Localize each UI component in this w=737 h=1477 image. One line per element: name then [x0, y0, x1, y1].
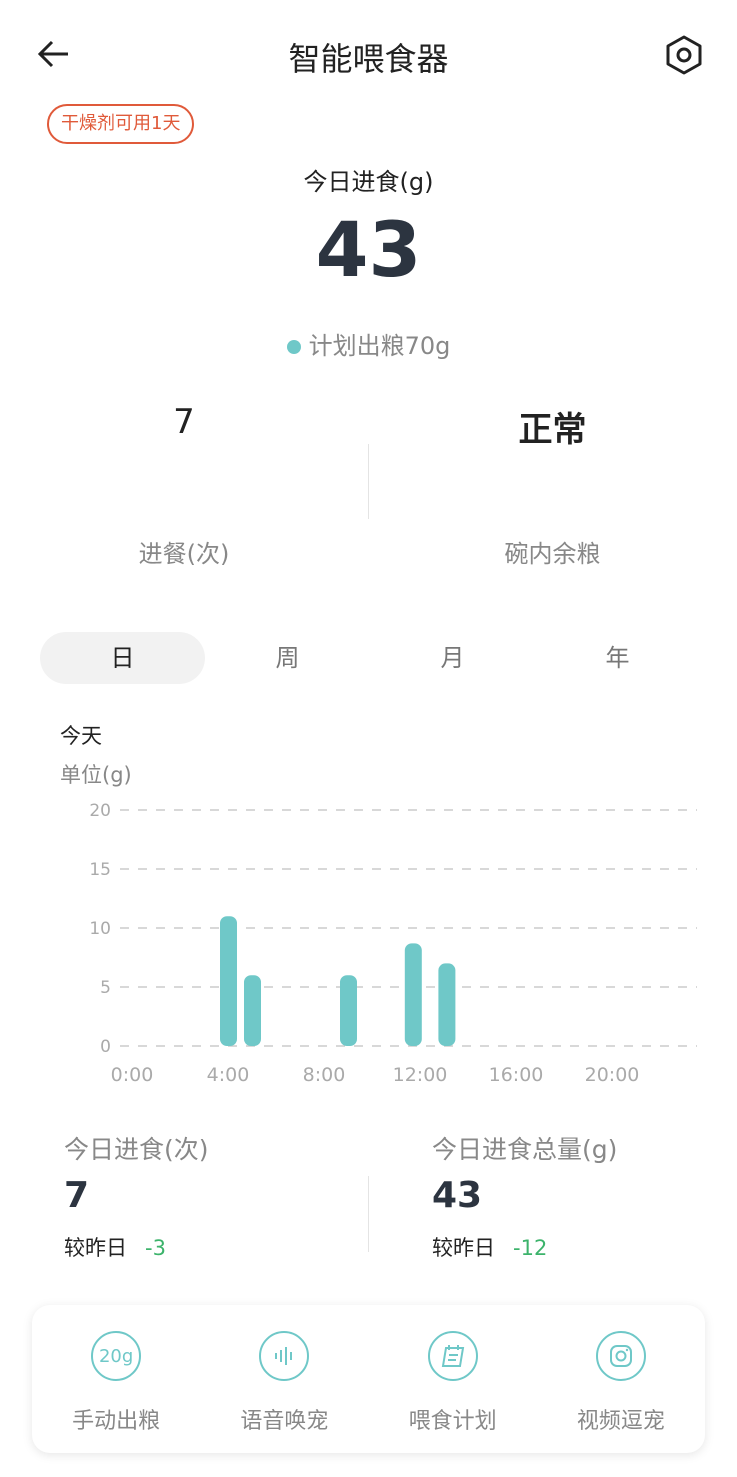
hexagon-gear-icon: [666, 35, 702, 75]
camera-icon: [595, 1331, 646, 1381]
compare-value: -3: [145, 1236, 166, 1260]
x-tick-label: 16:00: [489, 1064, 544, 1086]
summary-count-value: 7: [64, 1175, 90, 1216]
y-tick-label: 5: [100, 978, 111, 998]
feeding-plan-button[interactable]: 喂食计划: [369, 1305, 537, 1453]
voice-call-button[interactable]: 语音唤宠: [200, 1305, 368, 1453]
chart-caption: 今天: [60, 724, 102, 748]
summary-total-value: 43: [432, 1175, 483, 1216]
voice-wave-icon: [259, 1331, 310, 1381]
today-intake-label: 今日进食(g): [303, 168, 434, 196]
today-intake-value: 43: [315, 205, 422, 294]
summary-total-label: 今日进食总量(g): [432, 1135, 618, 1164]
meals-value: 7: [173, 402, 195, 442]
plan-text: 计划出粮70g: [0, 326, 737, 361]
divider: [368, 1176, 369, 1252]
x-tick-label: 12:00: [393, 1064, 448, 1086]
20g-icon: 20g: [91, 1331, 142, 1381]
bowl-status-label: 碗内余粮: [504, 540, 601, 568]
desiccant-badge: 干燥剂可用1天: [47, 104, 195, 144]
period-tabs: 日 周 月 年: [40, 632, 700, 684]
back-button[interactable]: [36, 36, 72, 76]
y-tick-label: 20: [89, 801, 111, 821]
x-tick-label: 8:00: [303, 1064, 346, 1086]
y-tick-label: 10: [89, 919, 111, 939]
tab-week[interactable]: 周: [275, 644, 300, 672]
manual-feed-button[interactable]: 20g 手动出粮: [32, 1305, 200, 1453]
arrow-left-icon: [37, 40, 68, 68]
y-tick-label: 0: [100, 1037, 111, 1057]
x-tick-label: 4:00: [207, 1064, 250, 1086]
action-bar: 20g 手动出粮 语音唤宠 喂食计划 视频逗宠: [32, 1305, 705, 1453]
meals-label: 进餐(次): [138, 540, 230, 568]
tab-day[interactable]: 日: [40, 632, 205, 684]
x-tick-label: 0:00: [111, 1064, 154, 1086]
divider: [368, 444, 369, 519]
calendar-icon: [427, 1331, 478, 1381]
tab-year[interactable]: 年: [605, 644, 630, 672]
bar: [244, 975, 261, 1046]
bar: [438, 963, 456, 1046]
chart-unit: 单位(g): [60, 763, 132, 787]
bar: [404, 943, 422, 1046]
bar: [220, 916, 237, 1046]
compare-value: -12: [513, 1236, 548, 1260]
video-play-button[interactable]: 视频逗宠: [537, 1305, 705, 1453]
y-tick-label: 15: [89, 860, 111, 880]
settings-button[interactable]: [664, 34, 704, 80]
plan-dot: [286, 340, 301, 354]
summary-count-label: 今日进食(次): [64, 1135, 209, 1164]
page-title: 智能喂食器: [288, 40, 449, 78]
bar: [340, 975, 357, 1046]
compare-label: 较昨日: [432, 1236, 495, 1260]
intake-chart: 0 5 10 15 20 0:00 4:00 8:00 12:00 16:00 20:00: [89, 801, 697, 1086]
x-tick-label: 20:00: [585, 1064, 640, 1086]
tab-month[interactable]: 月: [440, 644, 465, 672]
compare-label: 较昨日: [64, 1236, 127, 1260]
bowl-status-value: 正常: [518, 410, 587, 450]
